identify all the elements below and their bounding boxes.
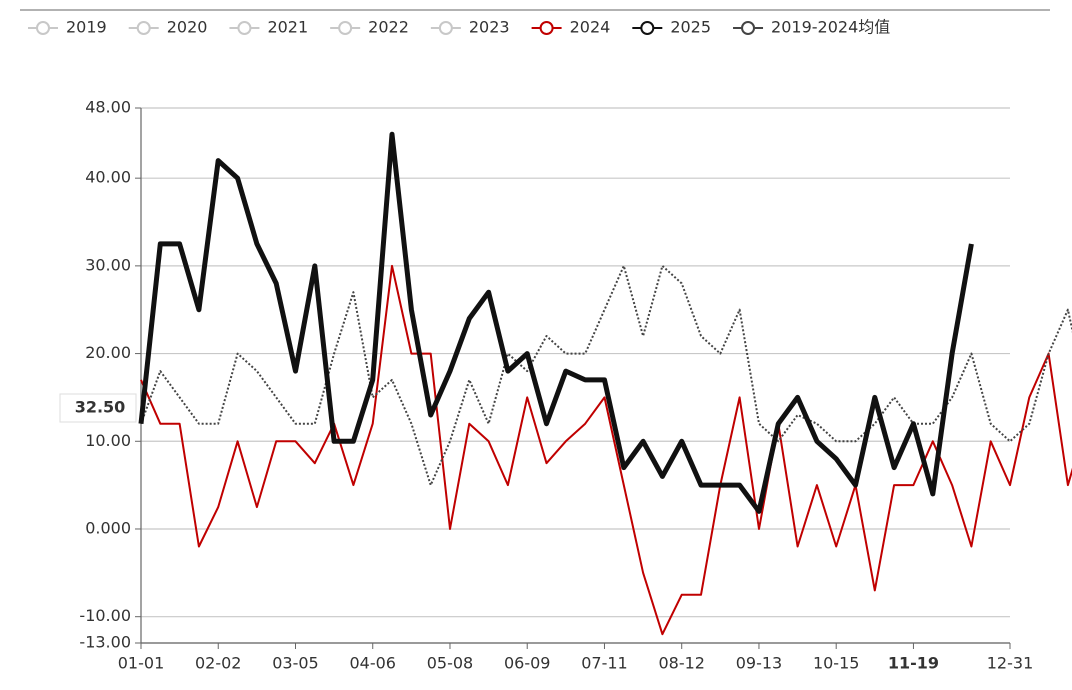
legend-label: 2020: [167, 18, 208, 37]
legend-marker: [136, 21, 151, 35]
y-tick-label: 20.00: [85, 343, 131, 362]
legend-marker: [640, 21, 655, 35]
y-tick-label: 0.000: [85, 518, 131, 537]
legend-marker: [438, 21, 453, 35]
y-tick-label: 40.00: [85, 168, 131, 187]
legend-label: 2023: [469, 18, 510, 37]
x-tick-label: 11-19: [888, 654, 939, 673]
legend-label: 2025: [670, 18, 711, 37]
legend-marker: [36, 21, 50, 35]
legend-marker: [338, 21, 353, 35]
legend-label: 2021: [267, 18, 308, 37]
pointer-box: [59, 393, 137, 423]
legend-label: 2019-2024均值: [771, 18, 890, 37]
legend-marker: [539, 21, 554, 35]
series-line: [140, 264, 1072, 636]
x-tick-label: 01-01: [118, 654, 165, 673]
x-tick-label: 09-13: [736, 654, 783, 673]
x-tick-label: 12-31: [987, 654, 1034, 673]
x-tick-label: 06-09: [504, 654, 551, 673]
series-line: [140, 264, 1072, 487]
x-tick-label: 05-08: [427, 654, 474, 673]
y-tick-label: -13.00: [79, 633, 131, 652]
y-tick-label: 48.00: [85, 98, 131, 117]
y-tick-label: -10.00: [79, 606, 131, 625]
x-tick-label: 07-11: [581, 654, 628, 673]
x-tick-label: 02-02: [195, 654, 242, 673]
pointer-label: 32.50: [75, 398, 126, 417]
y-tick-label: 30.00: [85, 255, 131, 274]
legend-label: 2022: [368, 18, 409, 37]
legend-marker: [741, 21, 756, 35]
legend-marker: [237, 21, 252, 35]
x-tick-label: 08-12: [658, 654, 705, 673]
x-tick-label: 04-06: [349, 654, 396, 673]
y-tick-label: 10.00: [85, 431, 131, 450]
legend-label: 2024: [570, 18, 611, 37]
legend-label: 2019: [66, 18, 107, 37]
x-tick-label: 03-05: [272, 654, 319, 673]
series-line: [138, 131, 974, 514]
x-tick-label: 10-15: [813, 654, 860, 673]
